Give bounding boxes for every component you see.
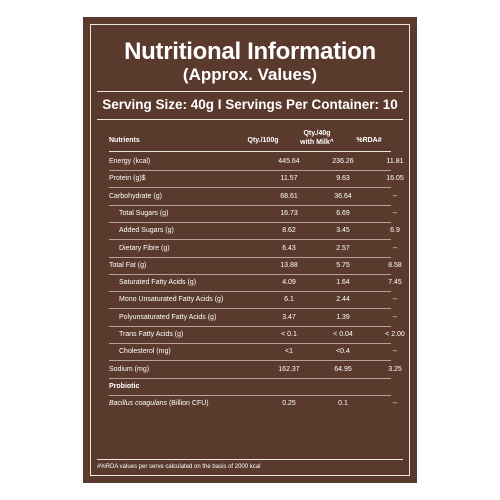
nutrient-name: Bacillus coagulans (Billion CFU) <box>109 395 209 412</box>
nutrient-name: Protein (g)$ <box>109 175 146 183</box>
nutrient-name: Trans Fatty Acids (g) <box>119 331 184 338</box>
nutrient-name: Saturated Fatty Acids (g) <box>119 279 197 287</box>
table-row: Total Sugars (g) 16.73 6.69 -- <box>109 205 397 223</box>
value-per-100g: 3.47 <box>282 313 296 321</box>
value-per-40g: 36.64 <box>334 192 352 200</box>
table-row: Total Fat (g) 13.88 5.75 8.58 <box>109 257 402 275</box>
divider-top <box>97 91 403 92</box>
nutrient-name: Sodium (mg) <box>109 365 150 373</box>
value-per-40g: 0.1 <box>338 400 348 408</box>
value-rda: 8.58 <box>388 261 402 269</box>
table-row: Probiotic <box>109 378 391 396</box>
value-rda: -- <box>392 209 398 217</box>
table-row: Bacillus coagulans (Billion CFU) 0.25 0.1 -… <box>109 395 397 412</box>
table-row: Sodium (mg) 162.37 64.95 3.25 <box>109 361 402 379</box>
panel-title: Nutritional Information <box>124 38 376 65</box>
value-rda: -- <box>392 313 398 321</box>
col-header-nutrients: Nutrients <box>109 137 140 144</box>
nutrient-name: Dietary Fibre (g) <box>119 244 170 252</box>
value-per-100g: 6.43 <box>282 244 296 252</box>
value-per-40g: 64.95 <box>334 365 352 373</box>
value-per-100g: 445.64 <box>278 158 300 165</box>
value-rda: -- <box>392 400 398 408</box>
nutrient-name: Carbohydrate (g) <box>109 192 162 200</box>
value-rda: 16.05 <box>386 175 404 183</box>
value-per-100g: 4.09 <box>282 279 296 287</box>
value-rda: -- <box>392 348 398 356</box>
table-row: Saturated Fatty Acids (g) 4.09 1.64 7.45 <box>109 274 402 293</box>
value-per-100g: < 0.1 <box>281 331 297 338</box>
value-per-100g: 68.61 <box>280 192 298 200</box>
nutrient-name: Total Sugars (g) <box>119 209 169 217</box>
value-per-40g: 5.75 <box>336 261 350 269</box>
table-row: Carbohydrate (g) 68.61 36.64 -- <box>109 188 397 206</box>
value-per-100g: 8.62 <box>282 227 296 235</box>
col-header-qty100: Qty./100g <box>247 137 279 144</box>
nutrient-name: Polyunsaturated Fatty Acids (g) <box>119 313 217 321</box>
col-header-qty40: Qty./40g with Milk^ <box>287 129 347 147</box>
value-rda: -- <box>392 192 398 200</box>
value-per-40g: <0.4 <box>336 348 350 356</box>
nutrient-name: Cholesterol (mg) <box>119 348 171 356</box>
value-per-100g: 11.57 <box>280 175 298 183</box>
value-rda: 11.81 <box>386 158 404 165</box>
footnote: #%RDA values per serve calculated on the… <box>97 464 261 470</box>
value-per-100g: 162.37 <box>278 365 300 373</box>
col-header-rda: %RDA# <box>356 137 382 144</box>
value-rda: 6.9 <box>390 227 400 235</box>
value-per-100g: 6.1 <box>284 296 294 304</box>
table-row: Polyunsaturated Fatty Acids (g) 3.47 1.39 -… <box>109 309 397 327</box>
divider-bottom <box>97 459 403 460</box>
value-rda: 7.45 <box>388 279 402 287</box>
value-per-100g: <1 <box>285 348 293 356</box>
table-row: Protein (g)$ 11.57 9.63 16.05 <box>109 170 404 189</box>
col-header-qty40-line1: Qty./40g <box>303 130 331 137</box>
value-per-40g: 3.45 <box>336 227 350 235</box>
nutrient-name: Added Sugars (g) <box>119 227 174 235</box>
nutrition-panel: Nutritional Information (Approx. Values)… <box>83 17 417 483</box>
nutrient-name-unit: (Billion CFU) <box>168 400 209 408</box>
value-rda: 3.25 <box>388 365 402 373</box>
value-per-100g: 0.25 <box>282 400 296 408</box>
value-per-40g: 2.44 <box>336 296 350 304</box>
divider-header <box>109 151 391 152</box>
value-rda: -- <box>392 244 398 252</box>
table-row: Cholesterol (mg) <1 <0.4 -- <box>109 343 397 362</box>
value-per-40g: 1.39 <box>336 313 350 321</box>
nutrient-name: Energy (kcal) <box>109 158 151 165</box>
value-per-100g: 16.73 <box>280 209 298 217</box>
value-per-40g: 1.64 <box>336 279 350 287</box>
divider-serving <box>97 119 403 120</box>
value-per-40g: 2.57 <box>336 244 350 252</box>
value-per-40g: < 0.04 <box>333 331 353 338</box>
nutrient-name: Probiotic <box>109 382 140 390</box>
panel-border <box>90 24 410 476</box>
table-row: Trans Fatty Acids (g) < 0.1 < 0.04 < 2.00 <box>109 326 405 344</box>
col-header-qty40-line2: with Milk^ <box>300 139 334 146</box>
value-per-40g: 236.26 <box>332 158 354 165</box>
nutrient-name: Total Fat (g) <box>109 261 147 269</box>
value-rda: -- <box>392 296 398 304</box>
table-row: Mono Unsaturated Fatty Acids (g) 6.1 2.44 -… <box>109 291 397 310</box>
table-row: Dietary Fibre (g) 6.43 2.57 -- <box>109 240 397 258</box>
nutrient-name: Mono Unsaturated Fatty Acids (g) <box>119 296 224 304</box>
nutrient-name-italic: Bacillus coagulans <box>109 400 167 408</box>
table-row: Added Sugars (g) 8.62 3.45 6.9 <box>109 222 400 241</box>
value-per-100g: 13.88 <box>280 261 298 269</box>
panel-subtitle: (Approx. Values) <box>182 65 318 84</box>
serving-info: Serving Size: 40g I Servings Per Contain… <box>102 97 398 112</box>
value-per-40g: 9.63 <box>336 175 350 183</box>
value-per-40g: 6.69 <box>336 209 350 217</box>
table-row: Energy (kcal) 445.64 236.26 11.81 <box>109 153 404 171</box>
value-rda: < 2.00 <box>385 331 405 338</box>
